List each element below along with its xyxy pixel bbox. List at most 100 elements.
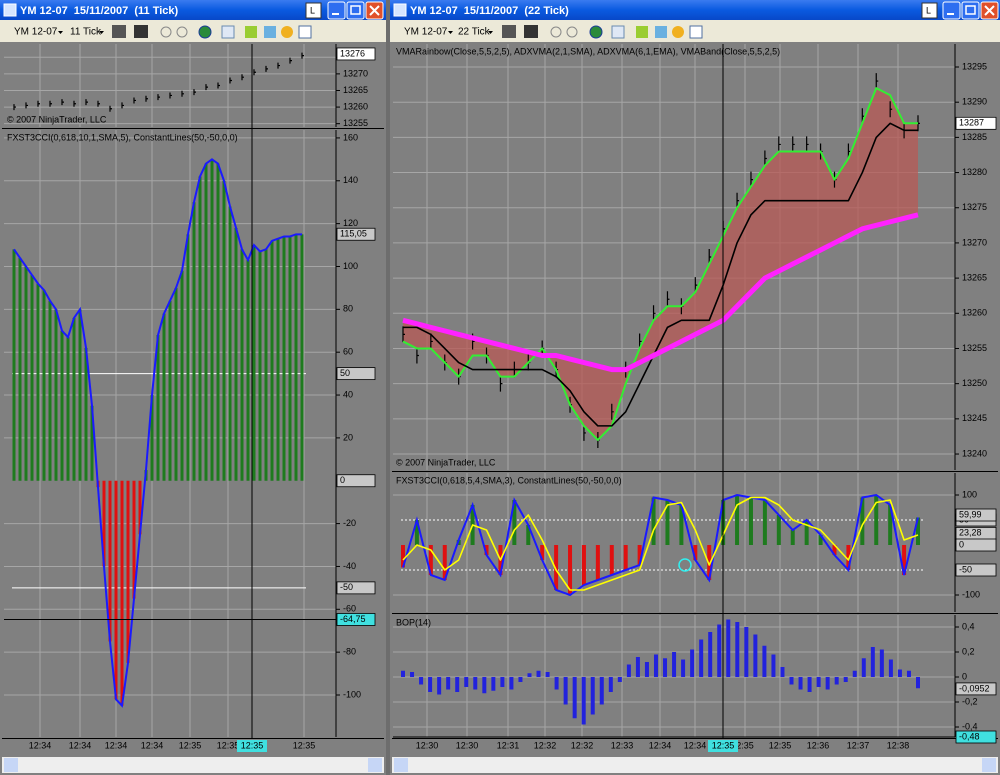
scroll-left[interactable]: [4, 758, 18, 772]
zoom-in-button[interactable]: [550, 26, 562, 38]
zoom-out-button[interactable]: [176, 26, 188, 38]
alert-button[interactable]: [672, 26, 684, 38]
histogram-bar: [816, 677, 821, 687]
histogram-bar: [252, 245, 256, 481]
histogram-bar: [78, 309, 82, 481]
scroll-right[interactable]: [368, 758, 382, 772]
bar-type-button[interactable]: [502, 25, 516, 38]
histogram-bar: [753, 634, 758, 677]
price-marker: [336, 47, 376, 61]
link-button-label[interactable]: L: [926, 5, 931, 15]
histogram-bar: [635, 657, 640, 677]
histogram-bar: [832, 545, 837, 555]
scrollbar[interactable]: [392, 757, 998, 773]
price-marker-label: 23,28: [959, 528, 982, 538]
data-box-button[interactable]: [689, 25, 703, 39]
bar-type-button[interactable]: [112, 25, 126, 38]
price-bar: [499, 375, 503, 392]
histogram-bar: [852, 670, 857, 677]
y-tick-label: -100: [343, 689, 361, 699]
link-button[interactable]: [305, 2, 322, 19]
histogram-bar: [482, 677, 487, 694]
histogram-bar: [726, 619, 731, 677]
price-bar: [611, 403, 614, 420]
indicator-button[interactable]: [655, 26, 667, 38]
y-tick-label: 120: [343, 218, 358, 228]
draw-tool-button[interactable]: [524, 25, 538, 38]
y-tick-label: 13260: [962, 308, 987, 318]
x-tick-label: 12:31: [497, 740, 520, 750]
chart: 132551326013265132701327513276© 2007 Nin…: [2, 43, 384, 752]
histogram-bar: [906, 670, 911, 677]
histogram-bar: [780, 667, 785, 677]
instrument-selector[interactable]: YM 12-07: [404, 27, 448, 38]
link-button[interactable]: [921, 2, 938, 19]
y-tick-label: -100: [962, 589, 980, 599]
y-tick-label: 20: [343, 432, 353, 442]
scrollbar[interactable]: [2, 757, 384, 773]
x-tick-label: 12:35: [217, 740, 240, 750]
strategy-button[interactable]: [636, 26, 648, 38]
data-box-button[interactable]: [298, 25, 312, 39]
histogram-bar: [672, 652, 677, 677]
y-tick-label: 13255: [343, 118, 368, 128]
histogram-bar: [735, 622, 740, 677]
window-icon: [3, 3, 17, 17]
y-tick-label: 13240: [962, 448, 987, 458]
histogram-bar: [843, 677, 848, 682]
title-bar: [0, 0, 386, 20]
histogram-bar: [762, 500, 767, 545]
scroll-left[interactable]: [394, 758, 408, 772]
global-button[interactable]: [198, 25, 212, 39]
instrument-selector[interactable]: YM 12-07: [14, 27, 58, 38]
interval-selector[interactable]: 11 Tick: [70, 27, 102, 38]
zoom-in-button[interactable]: [160, 26, 172, 38]
histogram-bar: [437, 677, 442, 695]
histogram-bar: [825, 677, 830, 690]
price-bar: [97, 100, 100, 107]
histogram-bar: [653, 654, 658, 677]
y-tick-label: 80: [343, 304, 353, 314]
strategy-button[interactable]: [245, 26, 257, 38]
histogram-bar: [90, 405, 94, 481]
histogram-bar: [216, 163, 220, 481]
dropdown-arrow: [448, 31, 453, 34]
indicator-line: [402, 212, 919, 373]
global-button[interactable]: [589, 25, 603, 39]
maximize-button[interactable]: [961, 1, 980, 20]
price-bar: [253, 69, 256, 76]
properties-button[interactable]: [221, 25, 235, 39]
histogram-bar: [807, 677, 812, 692]
histogram-bar: [762, 645, 767, 677]
draw-tool-button[interactable]: [134, 25, 148, 38]
y-tick-label: 13270: [343, 68, 368, 78]
histogram-bar: [446, 677, 451, 690]
copyright: © 2007 NinjaTrader, LLC: [396, 457, 496, 467]
scroll-right[interactable]: [982, 758, 996, 772]
histogram-bar: [748, 497, 753, 545]
link-button-label[interactable]: L: [310, 5, 315, 15]
toolbar: [0, 20, 386, 42]
price-marker-label: -64,75: [340, 614, 366, 624]
alert-button[interactable]: [281, 26, 293, 38]
histogram-bar: [690, 649, 695, 677]
histogram-bar: [679, 505, 684, 545]
histogram-bar: [24, 266, 28, 481]
y-tick-label: 13265: [962, 272, 987, 282]
minimize-button[interactable]: [942, 1, 961, 20]
x-tick-label: 12:38: [887, 740, 910, 750]
price-bar: [121, 102, 124, 109]
price-bar: [145, 95, 148, 102]
minimize-button[interactable]: [327, 1, 346, 20]
histogram-bar: [300, 234, 304, 481]
price-marker-label: 115,05: [340, 229, 367, 239]
zoom-out-button[interactable]: [566, 26, 578, 38]
y-tick-label: 13260: [343, 101, 368, 111]
price-marker: [336, 581, 376, 595]
histogram-bar: [464, 677, 469, 687]
price-bar: [73, 100, 76, 107]
interval-selector[interactable]: 22 Tick: [458, 27, 491, 38]
properties-button[interactable]: [611, 25, 625, 39]
maximize-button[interactable]: [346, 1, 365, 20]
indicator-button[interactable]: [264, 26, 276, 38]
